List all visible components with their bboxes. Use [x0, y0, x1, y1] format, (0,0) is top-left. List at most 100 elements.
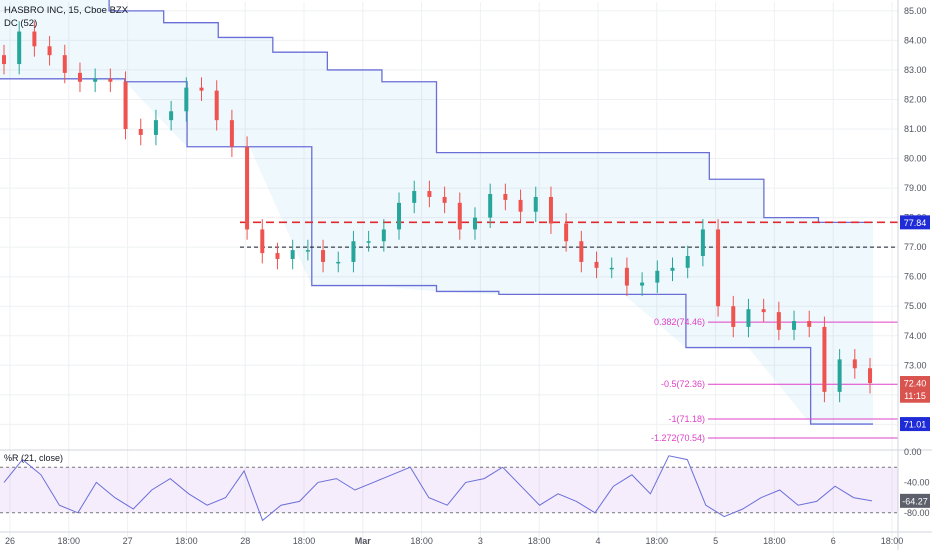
candle-body	[305, 250, 310, 252]
candle-body	[184, 87, 189, 112]
candle-body	[214, 90, 219, 121]
candle-body	[199, 87, 204, 91]
time-tick: 3	[478, 536, 483, 546]
wr-line	[3, 455, 873, 522]
candle-body	[442, 196, 447, 203]
price-tick: 73.00	[904, 360, 927, 370]
price-tick: 79.00	[904, 183, 927, 193]
time-tick: 18:00	[175, 536, 198, 546]
candle-body	[260, 229, 265, 254]
candle-body	[336, 261, 341, 264]
channel-fill	[0, 0, 873, 425]
time-tick: 18:00	[293, 536, 316, 546]
candle-body	[229, 120, 234, 147]
candle-body	[822, 326, 827, 392]
candle-body	[731, 306, 736, 327]
candle-body	[472, 217, 477, 230]
time-tick: 18:00	[763, 536, 786, 546]
candle-body	[548, 196, 553, 224]
time-tick: 18:00	[646, 536, 669, 546]
candle-body	[93, 78, 98, 82]
candle-body	[700, 229, 705, 257]
candle-body	[47, 46, 52, 56]
price-tick: 75.00	[904, 301, 927, 311]
time-tick: 18:00	[881, 536, 904, 546]
candle-body	[488, 193, 493, 218]
oscillator-label: %R (21, close)	[4, 453, 63, 463]
time-tick: 28	[240, 536, 250, 546]
candle-body	[381, 229, 386, 242]
time-tick: 18:00	[58, 536, 81, 546]
candle-body	[503, 193, 508, 200]
candle-body	[351, 241, 356, 262]
price-tick: 77.00	[904, 242, 927, 252]
candle-body	[427, 191, 432, 197]
symbol-title[interactable]: HASBRO INC, 15, Cboe BZX	[4, 5, 129, 16]
price-tick: 80.00	[904, 154, 927, 164]
time-tick: 18:00	[528, 536, 551, 546]
candle-body	[685, 256, 690, 268]
candle-body	[670, 267, 675, 271]
candle-body	[245, 146, 250, 230]
price-badge-text: 77.84	[904, 218, 927, 228]
price-badge-text: 72.40	[904, 379, 927, 389]
candle-body	[62, 55, 67, 73]
candle-body	[594, 261, 599, 268]
price-badge-text: 11:15	[904, 391, 926, 401]
wr-tick: 0.00	[904, 447, 922, 457]
candle-body	[123, 81, 128, 130]
price-badge-text: 71.01	[904, 420, 927, 430]
candle-body	[852, 359, 857, 369]
candle-body	[868, 368, 872, 384]
channel-upper	[108, 0, 873, 223]
legend: HASBRO INC, 15, Cboe BZX DC (52)	[4, 4, 128, 30]
time-tick: Mar	[355, 536, 372, 546]
time-tick: 18:00	[410, 536, 433, 546]
time-tick: 27	[123, 536, 133, 546]
price-tick: 82.00	[904, 94, 927, 104]
candle-body	[366, 241, 371, 243]
time-tick: 6	[831, 536, 836, 546]
price-tick: 76.00	[904, 272, 927, 282]
price-tick: 81.00	[904, 124, 927, 134]
candle-body	[716, 229, 721, 307]
price-badge	[900, 417, 930, 432]
fib-label: -0.5(72.36)	[661, 379, 705, 389]
candle-body	[17, 31, 22, 65]
candle-body	[321, 250, 326, 262]
candle-body	[564, 223, 569, 242]
candle-body	[807, 320, 812, 327]
fib-label: 0.382(74.46)	[654, 317, 705, 327]
price-badge	[900, 215, 930, 230]
candle-body	[518, 199, 523, 212]
candle-body	[579, 241, 584, 262]
wr-band	[0, 467, 898, 513]
channel-lower	[0, 78, 873, 425]
fib-label: -1(71.18)	[668, 414, 705, 424]
fib-label: -1.272(70.54)	[651, 433, 705, 443]
time-tick: 26	[5, 536, 15, 546]
candle-body	[412, 191, 417, 203]
wr-badge-text: -64.27	[902, 496, 928, 506]
candle-body	[792, 320, 797, 330]
candle-body	[746, 309, 751, 327]
price-tick: 74.00	[904, 331, 927, 341]
candle-body	[32, 31, 37, 47]
wr-badge	[900, 493, 930, 508]
candle-body	[275, 253, 280, 259]
candle-body	[457, 202, 462, 230]
candle-body	[77, 72, 82, 82]
candle-body	[138, 129, 143, 135]
wr-tick: -80.00	[904, 508, 930, 518]
candle-body	[2, 55, 6, 65]
candle-body	[290, 250, 295, 259]
price-badge	[900, 388, 930, 403]
candle-body	[533, 196, 538, 212]
wr-tick: -40.00	[904, 477, 930, 487]
price-tick: 83.00	[904, 65, 927, 75]
price-badge	[900, 376, 930, 391]
candle-body	[776, 312, 781, 330]
indicator-label[interactable]: DC (52)	[4, 18, 38, 29]
